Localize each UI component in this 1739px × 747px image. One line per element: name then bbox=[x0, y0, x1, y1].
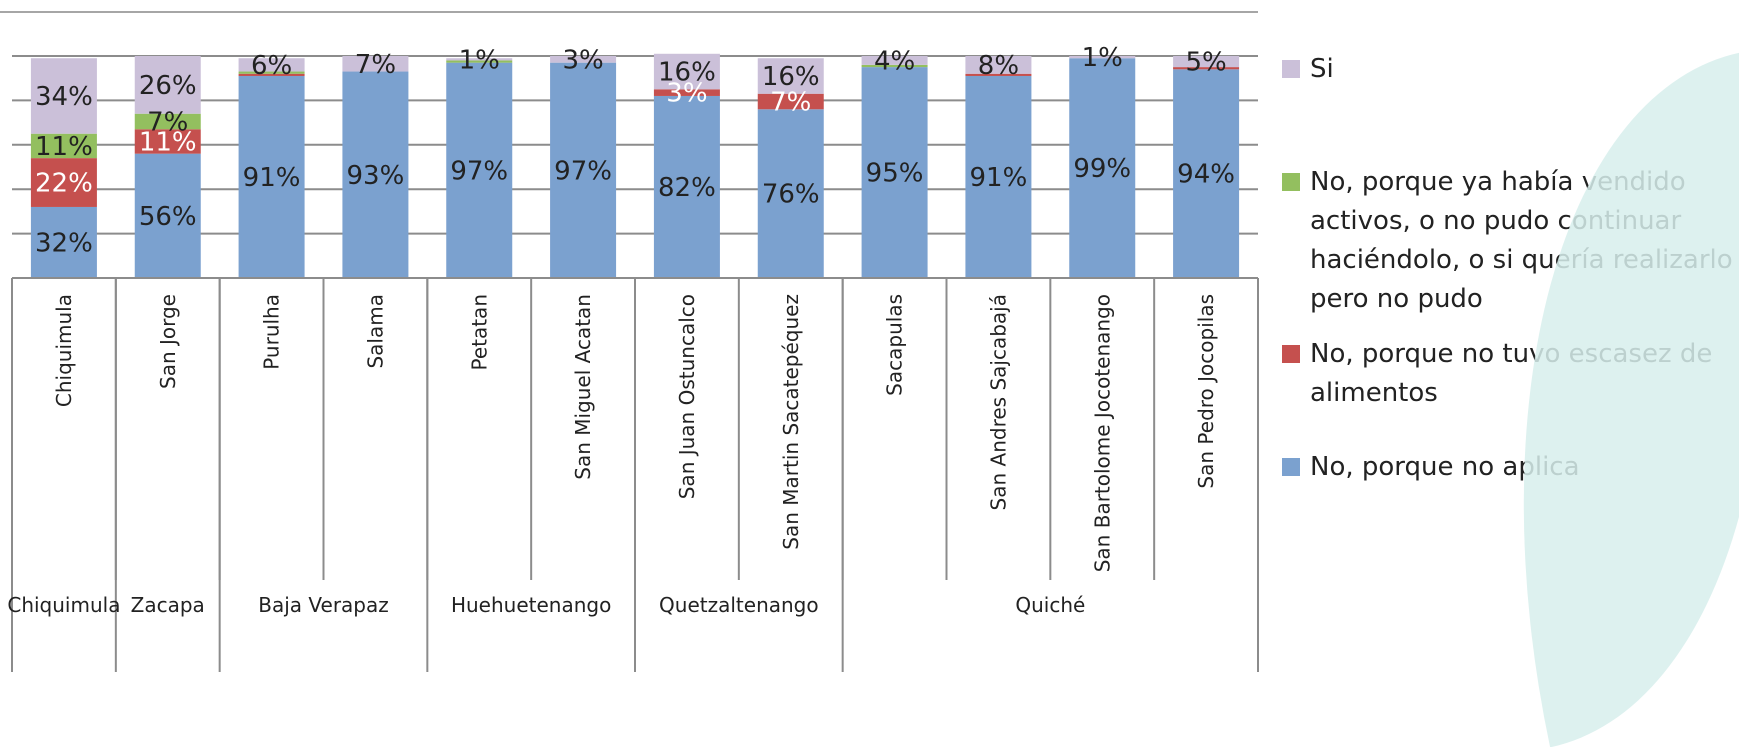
data-label: 95% bbox=[866, 159, 924, 189]
bar-segment-1 bbox=[1069, 58, 1136, 278]
legend-swatch bbox=[1282, 345, 1300, 363]
legend-swatch bbox=[1282, 173, 1300, 191]
data-label: 4% bbox=[874, 46, 915, 76]
data-label: 7% bbox=[355, 50, 396, 80]
bar-segment-2 bbox=[653, 89, 720, 96]
bar-segment-1 bbox=[134, 153, 201, 278]
data-label: 22% bbox=[35, 169, 93, 199]
bar-segment-1 bbox=[238, 75, 305, 278]
category-tick-label: San Miguel Acatan bbox=[571, 294, 595, 480]
bar-segment-3 bbox=[134, 113, 201, 130]
bar-segment-4 bbox=[238, 58, 305, 72]
category-tick-label: Petatan bbox=[467, 294, 491, 371]
legend-swatch bbox=[1282, 458, 1300, 476]
data-label: 1% bbox=[459, 45, 500, 75]
data-label: 3% bbox=[666, 79, 707, 109]
stacked-bar-chart: 32%22%11%34%56%11%7%26%91%6%93%7%97%1%97… bbox=[0, 11, 1733, 672]
category-tick-label: San Andres Sajcabajá bbox=[986, 294, 1010, 510]
bar-segment-1 bbox=[342, 71, 409, 278]
bar-segment-3 bbox=[30, 133, 97, 159]
bar-segment-3 bbox=[861, 64, 928, 68]
group-label: Huehuetenango bbox=[451, 593, 611, 617]
category-tick-label: San Jorge bbox=[156, 294, 180, 389]
category-tick-label: San Bartolome Jocotenango bbox=[1090, 294, 1114, 572]
category-tick-label: San Martin Sacatepéquez bbox=[779, 294, 803, 550]
data-label: 94% bbox=[1177, 160, 1235, 190]
group-label: Quiché bbox=[1015, 593, 1085, 617]
bar-segment-2 bbox=[134, 129, 201, 154]
bar-segment-3 bbox=[446, 60, 513, 63]
data-label: 16% bbox=[658, 58, 716, 88]
bar-segment-4 bbox=[965, 56, 1032, 74]
bar-segment-4 bbox=[550, 56, 617, 63]
group-label: Zacapa bbox=[131, 593, 205, 617]
data-label: 82% bbox=[658, 173, 716, 203]
group-label: Quetzaltenango bbox=[659, 593, 819, 617]
category-tick-label: Salama bbox=[363, 294, 387, 369]
data-label: 7% bbox=[770, 88, 811, 118]
data-label: 34% bbox=[35, 82, 93, 112]
data-label: 16% bbox=[762, 62, 820, 92]
bar-segment-1 bbox=[1173, 69, 1240, 278]
group-label: Baja Verapaz bbox=[258, 593, 389, 617]
data-label: 6% bbox=[251, 51, 292, 81]
data-label: 11% bbox=[35, 132, 93, 162]
category-tick-label: Chiquimula bbox=[52, 294, 76, 407]
bar-segment-2 bbox=[965, 73, 1032, 76]
category-tick-label: San Pedro Jocopilas bbox=[1194, 294, 1218, 489]
bar-segment-2 bbox=[757, 93, 824, 110]
bar-segment-2 bbox=[238, 73, 305, 76]
legend-label-line: alimentos bbox=[1310, 378, 1438, 408]
data-label: 91% bbox=[243, 163, 301, 193]
legend-label: Si bbox=[1310, 54, 1334, 84]
bar-segment-4 bbox=[342, 56, 409, 72]
data-label: 93% bbox=[347, 161, 405, 191]
data-label: 99% bbox=[1073, 154, 1131, 184]
bar-segment-2 bbox=[30, 158, 97, 207]
data-label: 11% bbox=[139, 127, 197, 157]
bar-segment-1 bbox=[861, 67, 928, 278]
bar-segment-4 bbox=[446, 58, 513, 61]
data-label: 3% bbox=[562, 45, 603, 75]
category-tick-label: Sacapulas bbox=[883, 294, 907, 396]
data-label: 8% bbox=[978, 51, 1019, 81]
bar-segment-1 bbox=[965, 75, 1032, 278]
bar-segment-2 bbox=[1173, 67, 1240, 70]
data-label: 56% bbox=[139, 202, 197, 232]
bar-segment-4 bbox=[861, 56, 928, 65]
legend-label-line: Si bbox=[1310, 54, 1334, 84]
data-label: 32% bbox=[35, 228, 93, 258]
data-label: 1% bbox=[1082, 43, 1123, 73]
bar-segment-1 bbox=[550, 62, 617, 278]
bar-segment-1 bbox=[30, 206, 97, 278]
bar-segment-3 bbox=[238, 71, 305, 74]
data-label: 26% bbox=[139, 71, 197, 101]
data-label: 5% bbox=[1185, 48, 1226, 78]
group-label: Chiquimula bbox=[7, 593, 120, 617]
data-label: 97% bbox=[450, 156, 508, 186]
bar-segment-4 bbox=[1069, 56, 1136, 59]
bar-segment-1 bbox=[446, 62, 513, 278]
bar-segment-4 bbox=[1173, 56, 1240, 68]
data-label: 97% bbox=[554, 156, 612, 186]
category-tick-label: Purulha bbox=[260, 294, 284, 370]
bar-segment-4 bbox=[134, 56, 201, 114]
bar-segment-4 bbox=[653, 53, 720, 90]
bar-segment-4 bbox=[30, 58, 97, 134]
bar-segment-1 bbox=[757, 109, 824, 278]
bar-segment-1 bbox=[653, 95, 720, 279]
data-label: 76% bbox=[762, 180, 820, 210]
bar-segment-4 bbox=[757, 58, 824, 94]
category-tick-label: San Juan Ostuncalco bbox=[675, 294, 699, 499]
data-label: 91% bbox=[970, 163, 1028, 193]
data-label: 7% bbox=[147, 107, 188, 137]
legend-label-line: pero no pudo bbox=[1310, 284, 1483, 314]
legend-swatch bbox=[1282, 60, 1300, 78]
